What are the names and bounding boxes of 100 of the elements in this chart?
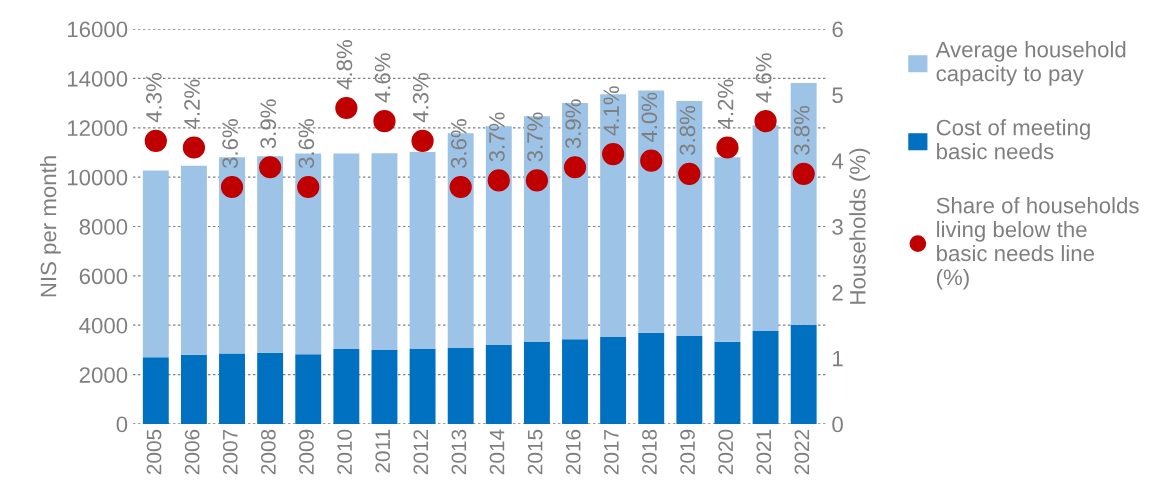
legend-label: Cost of meeting basic needs — [936, 119, 1090, 160]
bar — [485, 345, 512, 424]
point — [525, 169, 549, 192]
point — [754, 110, 777, 133]
bar — [333, 348, 360, 424]
bar — [714, 157, 741, 342]
point — [563, 156, 587, 179]
point — [259, 156, 282, 179]
data-label: 3.7% — [489, 112, 505, 162]
point — [144, 129, 167, 153]
bar — [295, 354, 322, 424]
data-label: 4.3% — [146, 73, 162, 123]
bar — [180, 354, 207, 424]
data-label: 4.0% — [641, 92, 658, 143]
x-tick-label: 2017 — [603, 429, 619, 475]
bar — [257, 352, 284, 424]
data-label: 3.6% — [298, 119, 315, 169]
data-label: 4.3% — [412, 73, 429, 123]
point — [678, 162, 701, 185]
point — [449, 175, 472, 199]
point — [487, 169, 510, 192]
y-tick-label: 16000 — [67, 21, 128, 38]
x-tick-label: 2013 — [451, 429, 467, 475]
legend-label: Share of households living below the basic needs line (%) — [936, 197, 1139, 290]
y-tick-label: 8000 — [79, 219, 128, 235]
bar — [142, 170, 169, 358]
bar — [752, 125, 779, 331]
point — [373, 110, 396, 133]
y-tick-label: 4000 — [79, 317, 128, 334]
x-tick-label: 2012 — [413, 429, 429, 475]
data-label: 4.2% — [184, 79, 200, 129]
bar — [638, 90, 665, 333]
point — [602, 142, 625, 166]
x-tick-label: 2006 — [184, 429, 200, 475]
data-label: 3.6% — [450, 119, 467, 169]
data-label: 4.8% — [336, 40, 353, 90]
bar — [333, 153, 360, 349]
point — [716, 136, 739, 159]
x-tick-label: 2011 — [375, 429, 391, 473]
bar — [714, 341, 741, 424]
bar — [142, 357, 169, 424]
data-label: 4.1% — [603, 86, 619, 136]
bar — [180, 165, 207, 355]
y-tick-label: 14000 — [67, 70, 128, 87]
bar — [752, 330, 779, 424]
bar — [371, 349, 398, 424]
x-tick-label: 2018 — [642, 429, 657, 475]
bar — [219, 353, 245, 424]
y-tick-label: 2000 — [79, 367, 128, 383]
y2-axis-title: Households (%) — [849, 148, 871, 304]
x-tick-label: 2016 — [565, 429, 581, 475]
y-tick-label: 10000 — [67, 169, 128, 186]
y2-tick-label: 6 — [832, 21, 843, 38]
bar — [257, 156, 284, 353]
y-tick-label: 0 — [116, 416, 128, 433]
data-label: 3.8% — [679, 105, 696, 155]
x-tick-label: 2007 — [222, 429, 238, 475]
bar — [676, 336, 703, 424]
y2-tick-label: 3 — [832, 219, 843, 235]
bar — [562, 339, 588, 424]
data-label: 4.6% — [755, 53, 772, 103]
y-tick-label: 12000 — [67, 120, 128, 137]
bar — [371, 153, 398, 350]
data-label: 3.9% — [260, 99, 277, 149]
x-tick-label: 2021 — [756, 429, 772, 475]
bar — [676, 101, 703, 337]
x-tick-label: 2005 — [146, 429, 162, 475]
bar — [523, 342, 550, 424]
data-label: 4.2% — [717, 79, 734, 129]
bar — [409, 151, 436, 349]
x-tick-label: 2009 — [299, 429, 314, 475]
y2-tick-label: 1 — [833, 350, 843, 367]
y-axis-title: NIS per month — [40, 156, 61, 297]
point — [220, 175, 244, 199]
x-tick-label: 2022 — [794, 429, 810, 475]
bar — [600, 337, 627, 424]
x-tick-label: 2008 — [260, 429, 276, 475]
x-tick-label: 2015 — [527, 429, 543, 475]
y2-tick-label: 2 — [832, 284, 843, 301]
y2-tick-label: 4 — [831, 153, 844, 169]
bar — [409, 348, 436, 424]
point — [335, 96, 358, 120]
y-tick-label: 6000 — [79, 268, 128, 285]
bar — [447, 347, 474, 424]
point — [182, 136, 206, 159]
x-tick-label: 2014 — [489, 429, 505, 475]
point — [411, 129, 434, 153]
bar — [790, 324, 817, 424]
data-label: 4.6% — [374, 53, 391, 103]
y2-tick-label: 0 — [832, 416, 843, 433]
x-tick-label: 2010 — [337, 429, 352, 475]
data-label: 3.9% — [565, 99, 581, 149]
bar — [790, 83, 817, 325]
x-tick-label: 2020 — [718, 429, 734, 475]
point — [640, 149, 663, 172]
point — [297, 175, 320, 199]
data-label: 3.8% — [793, 105, 810, 155]
x-tick-label: 2019 — [680, 429, 695, 475]
y2-tick-label: 5 — [832, 87, 843, 104]
bar — [638, 332, 665, 424]
